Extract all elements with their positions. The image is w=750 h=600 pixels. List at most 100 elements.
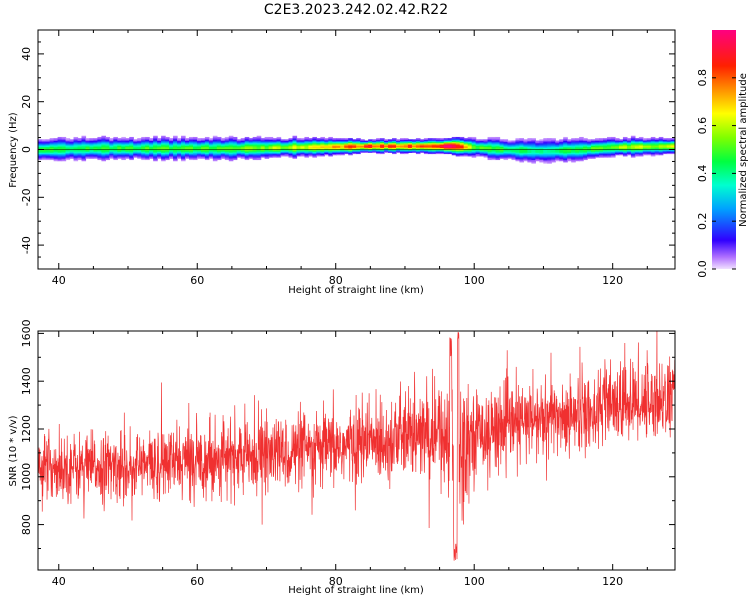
heatmap-cell xyxy=(316,154,321,157)
heatmap-cell xyxy=(200,140,206,143)
heatmap-cell xyxy=(495,138,501,140)
heatmap-cell xyxy=(487,139,493,141)
heatmap-cell xyxy=(388,141,393,144)
heatmap-cell xyxy=(603,152,608,155)
heatmap-cell xyxy=(340,142,345,145)
heatmap-cell xyxy=(535,146,540,149)
heatmap-cell xyxy=(196,142,202,145)
heatmap-cell xyxy=(272,141,278,144)
heatmap-cell xyxy=(73,144,79,146)
heatmap-cell xyxy=(312,156,317,158)
heatmap-cell xyxy=(200,145,206,147)
heatmap-cell xyxy=(654,144,660,146)
heatmap-cell xyxy=(264,136,270,139)
heatmap-cell xyxy=(579,138,584,140)
heatmap-cell xyxy=(571,142,576,145)
heatmap-cell xyxy=(559,146,564,149)
heatmap-cell xyxy=(547,145,552,147)
heatmap-cell xyxy=(153,144,158,146)
heatmap-cell xyxy=(73,139,79,141)
heatmap-cell xyxy=(188,138,194,140)
heatmap-cell xyxy=(137,142,142,145)
heatmap-cell xyxy=(89,152,95,155)
heatmap-cell xyxy=(45,150,51,152)
heatmap-cell xyxy=(288,154,294,157)
heatmap-cell xyxy=(200,142,206,145)
heatmap-cell xyxy=(181,159,186,162)
heatmap-cell xyxy=(93,150,99,152)
heatmap-cell xyxy=(332,145,337,147)
heatmap-cell xyxy=(256,138,262,140)
heatmap-cell xyxy=(415,152,421,155)
heatmap-cell xyxy=(364,145,369,147)
heatmap-cell xyxy=(208,147,214,150)
heatmap-cell xyxy=(121,139,126,141)
colorbar-tick-label: 0.0 xyxy=(696,260,709,278)
heatmap-cell xyxy=(260,145,266,147)
heatmap-cell xyxy=(200,147,206,150)
heatmap-cell xyxy=(133,151,138,153)
heatmap-cell xyxy=(141,157,146,159)
heatmap-cell xyxy=(169,156,174,158)
heatmap-cell xyxy=(308,141,314,144)
heatmap-cell xyxy=(650,154,656,157)
heatmap-cell xyxy=(523,151,528,153)
heatmap-cell xyxy=(288,138,294,140)
heatmap-cell xyxy=(563,141,568,144)
heatmap-cell xyxy=(607,151,612,153)
heatmap-cell xyxy=(93,139,99,141)
heatmap-cell xyxy=(77,156,83,158)
heatmap-cell xyxy=(216,152,222,155)
heatmap-cell xyxy=(511,150,517,152)
heatmap-cell xyxy=(236,144,242,146)
heatmap-cell xyxy=(248,150,254,152)
heatmap-cell xyxy=(654,146,660,149)
heatmap-cell xyxy=(61,144,67,146)
heatmap-cell xyxy=(384,142,389,145)
heatmap-cell xyxy=(336,142,341,145)
heatmap-cell xyxy=(320,145,325,147)
heatmap-cell xyxy=(292,145,298,147)
heatmap-cell xyxy=(611,152,616,155)
heatmap-cell xyxy=(403,147,409,150)
heatmap-cell xyxy=(196,154,202,157)
heatmap-cell xyxy=(348,142,353,145)
heatmap-cell xyxy=(328,152,333,155)
heatmap-cell xyxy=(455,145,461,147)
heatmap-cell xyxy=(216,147,222,150)
heatmap-cell xyxy=(149,156,154,158)
heatmap-cell xyxy=(583,142,588,145)
heatmap-cell xyxy=(224,154,230,157)
heatmap-cell xyxy=(204,150,210,152)
heatmap-cell xyxy=(97,142,102,145)
heatmap-cell xyxy=(153,140,158,143)
heatmap-cell xyxy=(320,139,325,141)
heatmap-cell xyxy=(475,152,481,155)
heatmap-cell xyxy=(479,146,485,149)
heatmap-cell xyxy=(611,138,616,140)
heatmap-cell xyxy=(324,153,329,156)
heatmap-cell xyxy=(280,154,286,157)
heatmap-cell xyxy=(618,145,624,147)
heatmap-cell xyxy=(185,154,190,157)
heatmap-cell xyxy=(320,140,325,143)
heatmap-cell xyxy=(101,156,106,158)
heatmap-cell xyxy=(543,154,548,157)
heatmap-cell xyxy=(571,144,576,146)
heatmap-cell xyxy=(220,152,226,155)
heatmap-cell xyxy=(443,152,449,155)
heatmap-cell xyxy=(495,141,501,144)
heatmap-cell xyxy=(185,145,190,147)
heatmap-cell xyxy=(662,145,668,147)
heatmap-cell xyxy=(435,147,441,150)
heatmap-cell xyxy=(599,142,604,145)
heatmap-cell xyxy=(264,144,270,146)
colorbar-tick-label: 0.6 xyxy=(696,117,709,135)
heatmap-cell xyxy=(543,160,548,163)
heatmap-cell xyxy=(415,142,421,145)
heatmap-cell xyxy=(495,139,501,141)
heatmap-cell xyxy=(463,138,469,140)
heatmap-cell xyxy=(240,154,246,157)
heatmap-cell xyxy=(49,152,55,155)
heatmap-cell xyxy=(69,153,75,156)
